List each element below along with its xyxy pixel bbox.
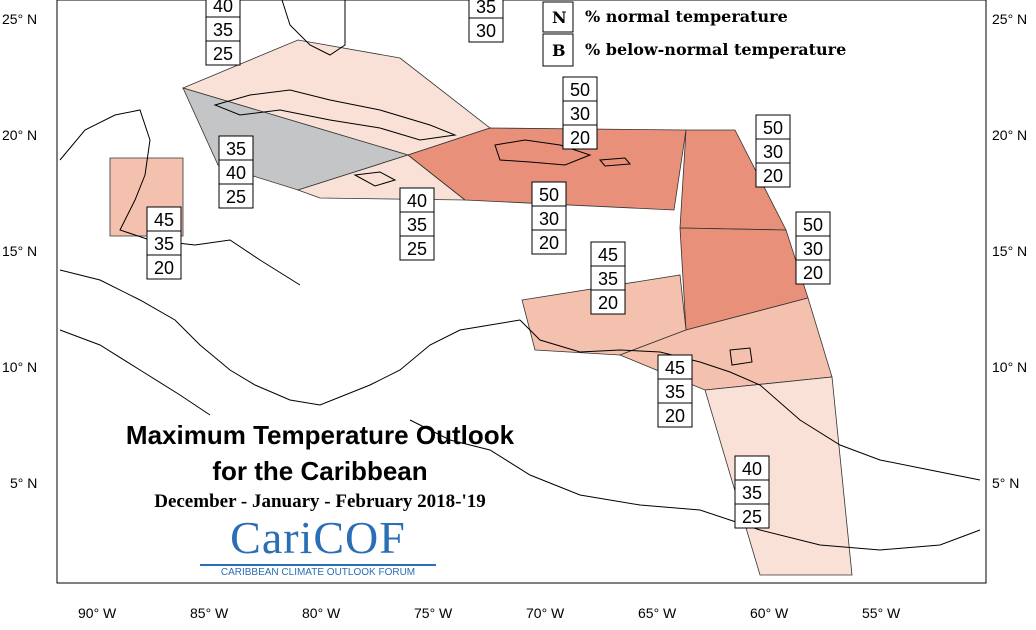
prob-box-leeward-islands: 50 30 20 (755, 114, 791, 188)
legend-letter-b: B (552, 41, 566, 60)
lat-label: 10° N (2, 359, 37, 375)
prob-value: 35 (476, 0, 496, 17)
lat-label: 15° N (992, 243, 1027, 259)
legend: N % normal temperature B % below-normal … (542, 1, 846, 67)
prob-box-belize: 45 35 20 (146, 206, 182, 280)
lat-label: 20° N (2, 127, 37, 143)
lon-label: 70° W (526, 605, 565, 621)
prob-box-greater-antilles-south: 50 30 20 (531, 181, 567, 255)
prob-value: 40 (226, 163, 246, 183)
prob-value: 20 (763, 166, 783, 186)
coastlines (59, 0, 981, 551)
map-title: Maximum Temperature Outlook (125, 420, 515, 450)
logo-name: CariCOF (230, 512, 406, 563)
prob-value: 25 (742, 507, 762, 527)
prob-value: 20 (803, 263, 823, 283)
lon-label: 60° W (750, 605, 789, 621)
prob-value: 35 (598, 269, 618, 289)
forecast-period: December - January - February 2018-'19 (154, 491, 486, 512)
prob-value: 40 (213, 0, 233, 16)
probability-boxes: 40 35 25 35 30 50 30 20 50 30 20 35 40 2… (146, 0, 831, 529)
puerto-rico-coast (598, 157, 632, 167)
lon-label: 90° W (78, 605, 117, 621)
cuba-coast (213, 89, 457, 141)
prob-value: 50 (803, 215, 823, 235)
prob-value: 50 (570, 80, 590, 100)
prob-value: 50 (539, 185, 559, 205)
lon-label: 85° W (190, 605, 229, 621)
prob-value: 25 (226, 187, 246, 207)
legend-label-below: % below-normal temperature (585, 40, 846, 59)
hispaniola-coast (494, 139, 592, 166)
lat-label: 10° N (992, 359, 1027, 375)
logo-subtitle: CARIBBEAN CLIMATE OUTLOOK FORUM (200, 564, 436, 578)
caricof-logo: CariCOF CARIBBEAN CLIMATE OUTLOOK FORUM (200, 512, 436, 578)
lat-labels-right: 25° N 20° N 15° N 10° N 5° N (992, 11, 1027, 491)
lat-label: 5° N (992, 475, 1019, 491)
lat-labels-left: 25° N 20° N 15° N 10° N 5° N (2, 11, 37, 491)
trinidad-coast (729, 347, 753, 366)
lon-label: 55° W (862, 605, 901, 621)
prob-value: 40 (742, 459, 762, 479)
prob-box-greater-antilles-north: 50 30 20 (562, 76, 598, 150)
jamaica-coast (353, 171, 397, 187)
lat-label: 25° N (992, 11, 1027, 27)
prob-value: 20 (154, 258, 174, 278)
prob-value: 30 (539, 209, 559, 229)
prob-value: 30 (476, 21, 496, 41)
lat-label: 20° N (992, 127, 1027, 143)
prob-box-abc-islands: 45 35 20 (590, 241, 626, 315)
prob-value: 35 (226, 139, 246, 159)
prob-value: 45 (154, 210, 174, 230)
lat-label: 25° N (2, 11, 37, 27)
prob-value: 20 (539, 233, 559, 253)
prob-value: 35 (213, 20, 233, 40)
florida-coast (281, 0, 346, 56)
prob-value: 20 (570, 128, 590, 148)
prob-box-bahamas-east: 35 30 (468, 0, 504, 43)
lon-label: 65° W (638, 605, 677, 621)
prob-value: 30 (803, 239, 823, 259)
south-america-interior (409, 419, 981, 551)
prob-value: 35 (742, 483, 762, 503)
lat-label: 5° N (10, 475, 37, 491)
prob-value: 45 (665, 358, 685, 378)
prob-value: 30 (570, 104, 590, 124)
prob-box-trinidad-tobago: 45 35 20 (657, 354, 693, 428)
region-hispaniola (407, 127, 687, 211)
prob-value: 20 (598, 293, 618, 313)
prob-value: 30 (763, 142, 783, 162)
prob-box-bahamas-north: 40 35 25 (205, 0, 241, 66)
prob-value: 25 (407, 239, 427, 259)
prob-box-windward-islands: 50 30 20 (795, 211, 831, 285)
central-america-coast (59, 269, 521, 406)
prob-value: 40 (407, 191, 427, 211)
prob-box-cuba: 35 40 25 (218, 135, 254, 209)
prob-box-guianas: 40 35 25 (734, 455, 770, 529)
lon-label: 80° W (302, 605, 341, 621)
legend-label-normal: % normal temperature (585, 7, 788, 26)
yucatan-coast (59, 109, 301, 286)
central-america-pacific (59, 329, 211, 416)
prob-value: 45 (598, 245, 618, 265)
lon-label: 75° W (414, 605, 453, 621)
prob-value: 50 (763, 118, 783, 138)
south-america-north-coast (519, 319, 981, 481)
prob-value: 20 (665, 406, 685, 426)
map-title-line2: for the Caribbean (212, 456, 428, 486)
legend-letter-n: N (552, 8, 567, 27)
lat-label: 15° N (2, 243, 37, 259)
prob-box-jamaica: 40 35 25 (399, 187, 435, 261)
prob-value: 25 (213, 44, 233, 64)
prob-value: 35 (665, 382, 685, 402)
prob-value: 35 (154, 234, 174, 254)
prob-value: 35 (407, 215, 427, 235)
lon-labels: 90° W 85° W 80° W 75° W 70° W 65° W 60° … (78, 605, 901, 621)
